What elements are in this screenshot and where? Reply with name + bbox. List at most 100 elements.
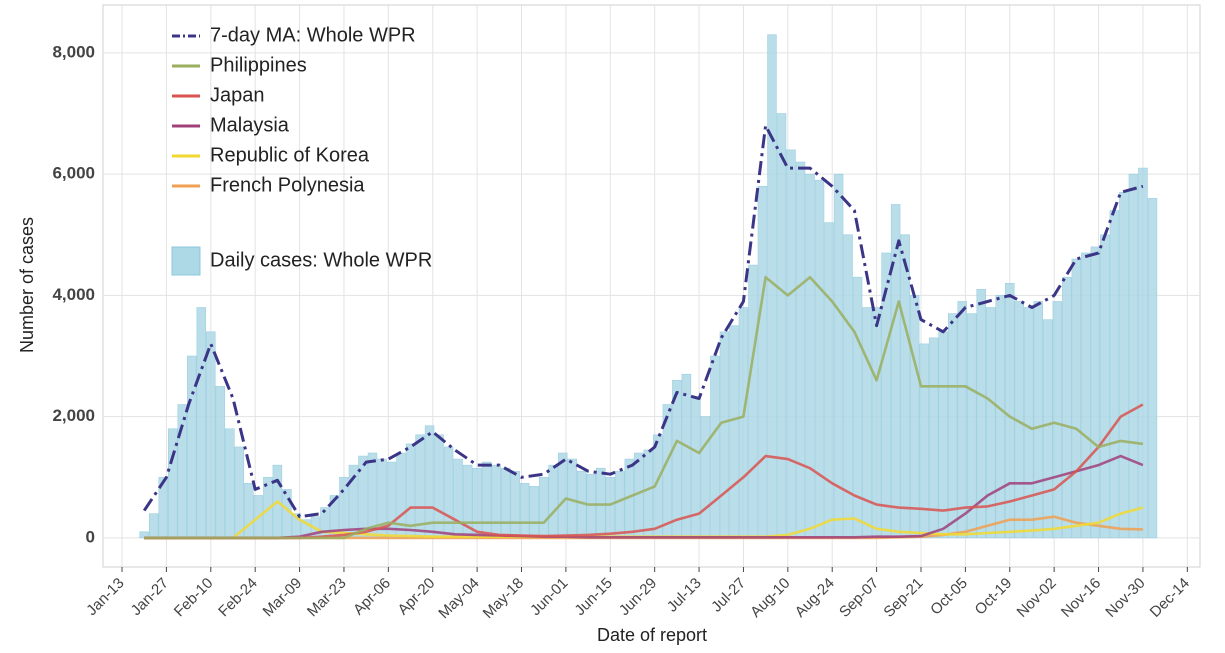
bar xyxy=(615,470,625,539)
x-tick-label: Jan-27 xyxy=(128,575,172,619)
x-tick-label: Oct-05 xyxy=(927,575,971,619)
bar xyxy=(519,483,530,539)
bar xyxy=(1147,198,1158,539)
x-tick-label: Jul-13 xyxy=(664,575,705,616)
bar xyxy=(966,313,977,539)
bar xyxy=(1100,234,1110,539)
bar xyxy=(282,489,292,539)
bar xyxy=(691,398,701,539)
bar xyxy=(1033,301,1044,539)
bar xyxy=(415,434,425,539)
legend-label: Japan xyxy=(210,84,265,106)
bar xyxy=(225,428,235,539)
x-tick-label: Apr-06 xyxy=(350,575,394,619)
bar xyxy=(757,185,768,539)
x-tick-label: Nov-02 xyxy=(1014,575,1060,621)
bar xyxy=(748,264,758,539)
y-tick-label: 6,000 xyxy=(52,164,95,183)
x-tick-label: Dec-14 xyxy=(1147,575,1193,621)
bar xyxy=(215,386,226,539)
bar xyxy=(1128,173,1139,539)
y-axis-label: Number of cases xyxy=(17,217,37,353)
bar xyxy=(1090,246,1101,539)
x-tick-label: Nov-16 xyxy=(1058,575,1104,621)
legend-label: Philippines xyxy=(210,54,307,76)
x-tick-label: Feb-10 xyxy=(171,575,217,621)
bar xyxy=(928,337,939,539)
bar xyxy=(586,473,596,539)
bar xyxy=(1138,167,1148,539)
bar xyxy=(776,113,787,539)
x-tick-label: Jun-01 xyxy=(527,575,571,619)
bar xyxy=(358,455,368,539)
bar xyxy=(795,161,806,539)
bar xyxy=(491,464,501,539)
bar xyxy=(481,461,492,539)
bar xyxy=(244,483,254,539)
bar xyxy=(529,486,539,539)
x-tick-label: Aug-24 xyxy=(792,575,838,621)
bar xyxy=(643,449,654,539)
bar xyxy=(900,234,910,539)
x-tick-label: Mar-09 xyxy=(260,575,306,621)
x-tick-label: Jun-15 xyxy=(571,575,615,619)
legend-label: Republic of Korea xyxy=(210,144,370,166)
bar xyxy=(510,470,520,539)
bar xyxy=(919,343,929,539)
x-tick-label: May-18 xyxy=(480,575,527,622)
bar xyxy=(472,467,482,539)
bar xyxy=(453,458,463,539)
bar xyxy=(729,325,739,539)
bar xyxy=(1071,258,1082,539)
line-series xyxy=(144,275,1144,540)
bar xyxy=(234,446,245,539)
legend-label: Daily cases: Whole WPR xyxy=(210,249,432,271)
bar xyxy=(148,513,159,539)
bar xyxy=(976,289,986,539)
legend-label: 7-day MA: Whole WPR xyxy=(210,24,416,46)
bar xyxy=(1005,282,1015,539)
bar xyxy=(1081,252,1091,539)
bar xyxy=(738,307,749,539)
x-tick-label: Mar-23 xyxy=(304,575,350,621)
bar xyxy=(1119,192,1129,539)
bar xyxy=(814,179,825,539)
x-tick-label: Jun-29 xyxy=(616,575,660,619)
x-tick-label: May-04 xyxy=(435,575,482,622)
x-tick-label: Jan-13 xyxy=(83,575,127,619)
bar xyxy=(986,307,996,539)
bar xyxy=(909,295,920,539)
bar xyxy=(500,467,511,539)
x-tick-label: Jul-27 xyxy=(708,575,749,616)
x-tick-label: Nov-30 xyxy=(1102,575,1148,621)
y-tick-label: 2,000 xyxy=(52,406,95,425)
bar xyxy=(938,331,948,539)
bar xyxy=(805,173,815,539)
bar xyxy=(538,476,549,539)
bar xyxy=(957,301,967,539)
bar xyxy=(1024,307,1034,539)
legend-swatch xyxy=(171,246,201,276)
bar xyxy=(824,222,834,539)
bar xyxy=(177,404,188,539)
x-tick-label: Apr-20 xyxy=(395,575,439,619)
bar xyxy=(548,464,558,539)
y-tick-label: 8,000 xyxy=(52,42,95,61)
bar xyxy=(405,443,416,539)
legend-label: Malaysia xyxy=(210,114,290,136)
bar xyxy=(596,467,606,539)
y-tick-label: 0 xyxy=(86,527,95,546)
legend-label: French Polynesia xyxy=(210,174,365,196)
bar xyxy=(206,331,216,539)
bar xyxy=(719,331,730,539)
x-tick-label: Sep-07 xyxy=(836,575,882,621)
bar xyxy=(833,173,844,539)
y-tick-label: 4,000 xyxy=(52,285,95,304)
x-tick-label: Oct-19 xyxy=(972,575,1016,619)
line-series xyxy=(144,454,1144,540)
bar xyxy=(424,425,435,539)
bar xyxy=(786,149,796,539)
bar xyxy=(681,373,692,539)
x-axis-label: Date of report xyxy=(597,625,707,645)
